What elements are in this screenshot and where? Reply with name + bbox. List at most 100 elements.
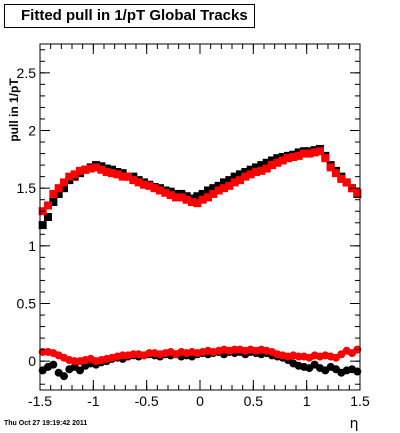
data-point-circle <box>49 360 58 369</box>
x-axis-title: η <box>350 416 359 432</box>
x-tick-label: -0.5 <box>135 393 159 409</box>
data-point-square <box>316 147 324 156</box>
x-tick-label: 1 <box>303 393 311 409</box>
data-point-square <box>150 184 159 193</box>
data-point-square <box>257 161 266 170</box>
data-point-square <box>337 174 346 183</box>
data-point-square <box>166 191 175 200</box>
data-point-square <box>204 186 212 195</box>
data-point-square <box>257 166 266 175</box>
data-point-square <box>262 164 271 173</box>
data-point-square <box>268 156 276 165</box>
x-tick-label: 0 <box>196 393 204 409</box>
data-point-square <box>230 172 239 181</box>
data-point-square <box>54 184 63 193</box>
x-tick-label: -1.5 <box>28 393 52 409</box>
data-point-square <box>220 178 228 187</box>
chart-title: Fitted pull in 1/pT Global Tracks <box>4 4 255 28</box>
data-point-circle <box>76 366 84 375</box>
data-point-square <box>134 178 143 187</box>
axes: -1.5 -1 -0.5 0 0.5 1 1.5 0 0.5 1 1.5 2 2.5 <box>17 44 370 409</box>
data-point-square <box>76 166 84 175</box>
data-point-square <box>129 176 138 185</box>
data-point-square <box>252 168 260 177</box>
data-point-square <box>60 184 68 193</box>
data-point-square <box>92 163 100 172</box>
data-point-square <box>220 184 228 193</box>
data-point-square <box>65 172 74 181</box>
x-tick-label: 0.5 <box>244 393 264 409</box>
data-point-square <box>204 193 212 202</box>
data-point-square <box>172 193 180 202</box>
data-point-square <box>262 158 271 167</box>
data-point-square <box>246 170 255 179</box>
data-point-square <box>326 163 335 172</box>
y-tick-label: 2.5 <box>17 65 37 81</box>
data-point-square <box>300 149 308 158</box>
data-point-square <box>284 154 292 163</box>
data-point-square <box>225 176 234 185</box>
data-point-square <box>241 168 250 177</box>
data-point-square <box>188 198 196 207</box>
data-point-square <box>193 199 202 208</box>
data-point-square <box>225 181 234 190</box>
data-point-square <box>236 170 244 179</box>
data-point-square <box>97 165 106 174</box>
data-point-square <box>118 172 127 181</box>
y-tick-label: 0 <box>28 353 36 369</box>
data-point-square <box>60 178 68 187</box>
data-point-square <box>54 189 63 198</box>
data-point-square <box>198 195 207 204</box>
data-point-square <box>230 178 239 187</box>
y-tick-label: 1.5 <box>17 180 37 196</box>
data-point-square <box>70 170 79 179</box>
data-point-square <box>310 148 319 157</box>
data-point-square <box>332 169 340 178</box>
data-markers <box>38 144 362 381</box>
data-point-square <box>273 154 282 163</box>
y-tick-label: 1 <box>28 238 36 254</box>
data-point-square <box>241 172 250 181</box>
y-axis-title: pull in 1/pT <box>7 78 21 142</box>
data-point-square <box>198 189 207 198</box>
data-point-square <box>177 193 186 202</box>
x-tick-label: 1.5 <box>350 393 370 409</box>
data-point-square <box>44 201 52 210</box>
data-point-square <box>44 213 52 221</box>
y-tick-label: 2 <box>28 123 36 139</box>
data-point-square <box>193 192 202 201</box>
data-point-square <box>353 188 362 197</box>
data-point-square <box>321 154 330 163</box>
plot-frame <box>39 43 361 391</box>
data-point-square <box>209 189 218 198</box>
data-point-square <box>49 198 58 207</box>
data-point-square <box>209 184 218 193</box>
data-point-square <box>161 188 170 197</box>
data-point-square <box>38 221 47 230</box>
data-point-square <box>252 163 260 172</box>
data-point-square <box>342 178 351 187</box>
data-point-square <box>124 172 132 181</box>
data-point-square <box>145 181 154 190</box>
data-point-square <box>236 176 244 185</box>
y-tick-label: 0.5 <box>17 296 37 312</box>
data-point-square <box>156 186 164 195</box>
data-point-circle <box>353 367 362 376</box>
data-point-square <box>214 186 223 195</box>
data-point-square <box>214 181 223 190</box>
data-point-circle <box>60 372 68 381</box>
data-point-square <box>273 158 282 167</box>
x-tick-label: -1 <box>87 393 100 409</box>
data-point-square <box>305 149 314 158</box>
data-point-square <box>268 161 276 170</box>
data-point-square <box>86 164 95 173</box>
data-point-square <box>289 153 298 162</box>
data-point-square <box>278 156 287 165</box>
data-point-square <box>140 180 148 189</box>
data-point-square <box>294 151 303 160</box>
data-point-square <box>113 170 122 179</box>
timestamp: Thu Oct 27 19:19:42 2011 <box>4 420 88 427</box>
data-point-square <box>102 168 111 177</box>
data-point-square <box>182 195 191 204</box>
